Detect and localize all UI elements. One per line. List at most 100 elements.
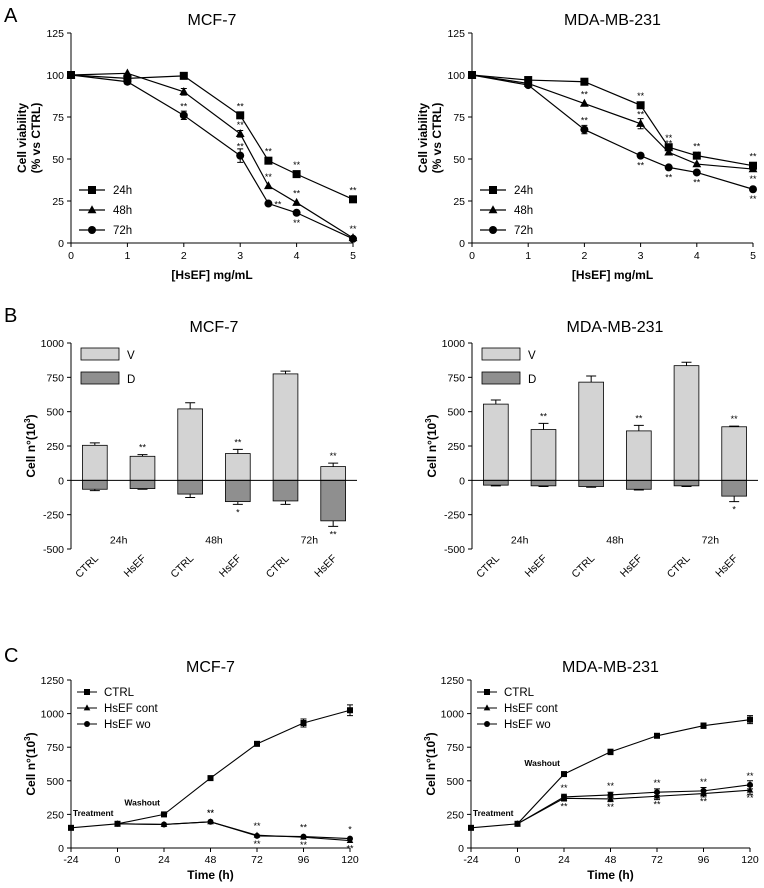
significance-label: ** bbox=[253, 821, 261, 831]
legend-label: 48h bbox=[113, 205, 132, 217]
y-axis-label-close: ) bbox=[24, 414, 38, 418]
bar-category-label: HsEF bbox=[523, 553, 550, 580]
y-axis-label-close: ) bbox=[425, 414, 439, 418]
legend-label: 48h bbox=[514, 205, 533, 217]
data-point bbox=[67, 71, 75, 79]
legend-label: HsEF wo bbox=[104, 719, 151, 731]
legend-label: 72h bbox=[514, 225, 533, 237]
annotation-label: Washout bbox=[124, 798, 160, 808]
series-48h: ** ** ** ** bbox=[66, 68, 358, 242]
legend: 24h 48h 72h bbox=[480, 185, 533, 237]
legend-marker bbox=[83, 704, 91, 711]
significance-label: ** bbox=[749, 174, 757, 184]
bar bbox=[578, 381, 604, 481]
legend-label: V bbox=[127, 350, 135, 362]
x-tick-label: 48 bbox=[205, 854, 217, 866]
legend-label: D bbox=[528, 374, 536, 386]
y-tick-label: 750 bbox=[46, 742, 64, 754]
data-point bbox=[179, 87, 189, 95]
x-axis-label: Time (h) bbox=[587, 868, 633, 882]
error-bar bbox=[185, 494, 196, 498]
significance-label: ** bbox=[693, 150, 701, 160]
data-point bbox=[747, 781, 753, 788]
significance-label: ** bbox=[253, 839, 261, 849]
data-point bbox=[349, 195, 357, 204]
legend-marker bbox=[489, 226, 497, 234]
x-tick-label: 96 bbox=[298, 854, 310, 866]
y-axis-label-sup: 3 bbox=[423, 736, 432, 741]
bar-category-label: CTRL bbox=[665, 553, 693, 581]
data-point bbox=[664, 147, 674, 156]
y-tick-label: 1250 bbox=[441, 675, 465, 687]
y-tick-label: 750 bbox=[446, 742, 464, 754]
bar-category-label: CTRL bbox=[168, 553, 196, 581]
series-line bbox=[471, 74, 754, 190]
data-point bbox=[654, 789, 660, 796]
error-bar bbox=[490, 399, 501, 405]
y-tick-label: 500 bbox=[447, 407, 465, 419]
bar-category-label: CTRL bbox=[474, 553, 502, 581]
y-tick-label: 100 bbox=[447, 70, 465, 82]
legend-marker bbox=[84, 689, 90, 695]
y-tick-label: 0 bbox=[458, 843, 464, 855]
significance-label: ** bbox=[293, 218, 301, 228]
x-tick-label: 1 bbox=[525, 250, 531, 262]
y-axis-label: Cell n°(103) bbox=[23, 732, 38, 795]
series-line bbox=[471, 74, 754, 170]
data-point bbox=[347, 835, 353, 842]
x-tick-label: 5 bbox=[350, 250, 356, 262]
significance-label: ** bbox=[693, 142, 701, 152]
y-tick-label: -500 bbox=[444, 544, 465, 556]
bar bbox=[320, 466, 346, 481]
error-bar bbox=[729, 496, 740, 503]
y-tick-label: 50 bbox=[52, 154, 64, 166]
chart-title: MDA-MB-231 bbox=[564, 12, 661, 29]
bar-series-D: * bbox=[483, 479, 747, 515]
y-tick-label: 250 bbox=[46, 441, 64, 453]
x-tick-label: 4 bbox=[294, 250, 300, 262]
y-axis-label: Cell n°(103) bbox=[423, 732, 438, 795]
bar bbox=[673, 479, 700, 487]
y-tick-label: -250 bbox=[444, 510, 465, 522]
bar-category-label: HsEF bbox=[713, 553, 740, 580]
significance-label: ** bbox=[300, 823, 308, 833]
data-point bbox=[207, 818, 214, 825]
bar bbox=[82, 479, 108, 490]
significance-label: ** bbox=[300, 840, 308, 850]
error-bar bbox=[89, 442, 100, 446]
legend-marker bbox=[88, 226, 96, 234]
error-bar bbox=[137, 454, 148, 457]
x-tick-label: 3 bbox=[638, 250, 644, 262]
series-72h: ********** bbox=[468, 71, 757, 204]
legend-label: 24h bbox=[113, 185, 132, 197]
y-tick-label: 500 bbox=[46, 776, 64, 788]
legend: VD bbox=[481, 347, 536, 386]
significance-label: ** bbox=[637, 110, 645, 120]
series-24h: ******** bbox=[67, 71, 357, 204]
significance-label: ** bbox=[139, 443, 147, 453]
legend-marker bbox=[484, 721, 490, 727]
legend-label: HsEF cont bbox=[104, 703, 158, 715]
y-tick-label: -500 bbox=[43, 544, 64, 556]
data-point bbox=[580, 125, 589, 134]
significance-label: ** bbox=[700, 797, 708, 807]
data-point bbox=[300, 833, 307, 840]
error-bar bbox=[538, 422, 549, 430]
dose-response-chart: MDA-MB-231 0 25 50 75 100 125 0 1 2 3 4 5 [HsEF] mg/m… bbox=[416, 12, 758, 282]
viable-dead-bar-chart: MDA-MB-231 -500 -250 0 250 500 750 1000 Cell n°(… bbox=[424, 319, 758, 581]
y-tick-label: 0 bbox=[459, 238, 465, 250]
series-24h: ******** bbox=[468, 71, 757, 170]
bar-series-D: *** bbox=[82, 479, 346, 539]
x-axis-label: [HsEF] mg/mL bbox=[171, 268, 252, 282]
error-bar bbox=[586, 375, 597, 383]
data-point bbox=[561, 793, 567, 800]
bar bbox=[626, 479, 652, 490]
significance-label: ** bbox=[346, 844, 354, 854]
bar bbox=[626, 430, 652, 481]
y-tick-label: 25 bbox=[453, 196, 465, 208]
data-point bbox=[636, 118, 645, 127]
series-HsEF-wo: ** ** ** ** ** bbox=[514, 771, 754, 827]
x-tick-label: 72 bbox=[651, 854, 663, 866]
significance-label: ** bbox=[635, 413, 643, 423]
